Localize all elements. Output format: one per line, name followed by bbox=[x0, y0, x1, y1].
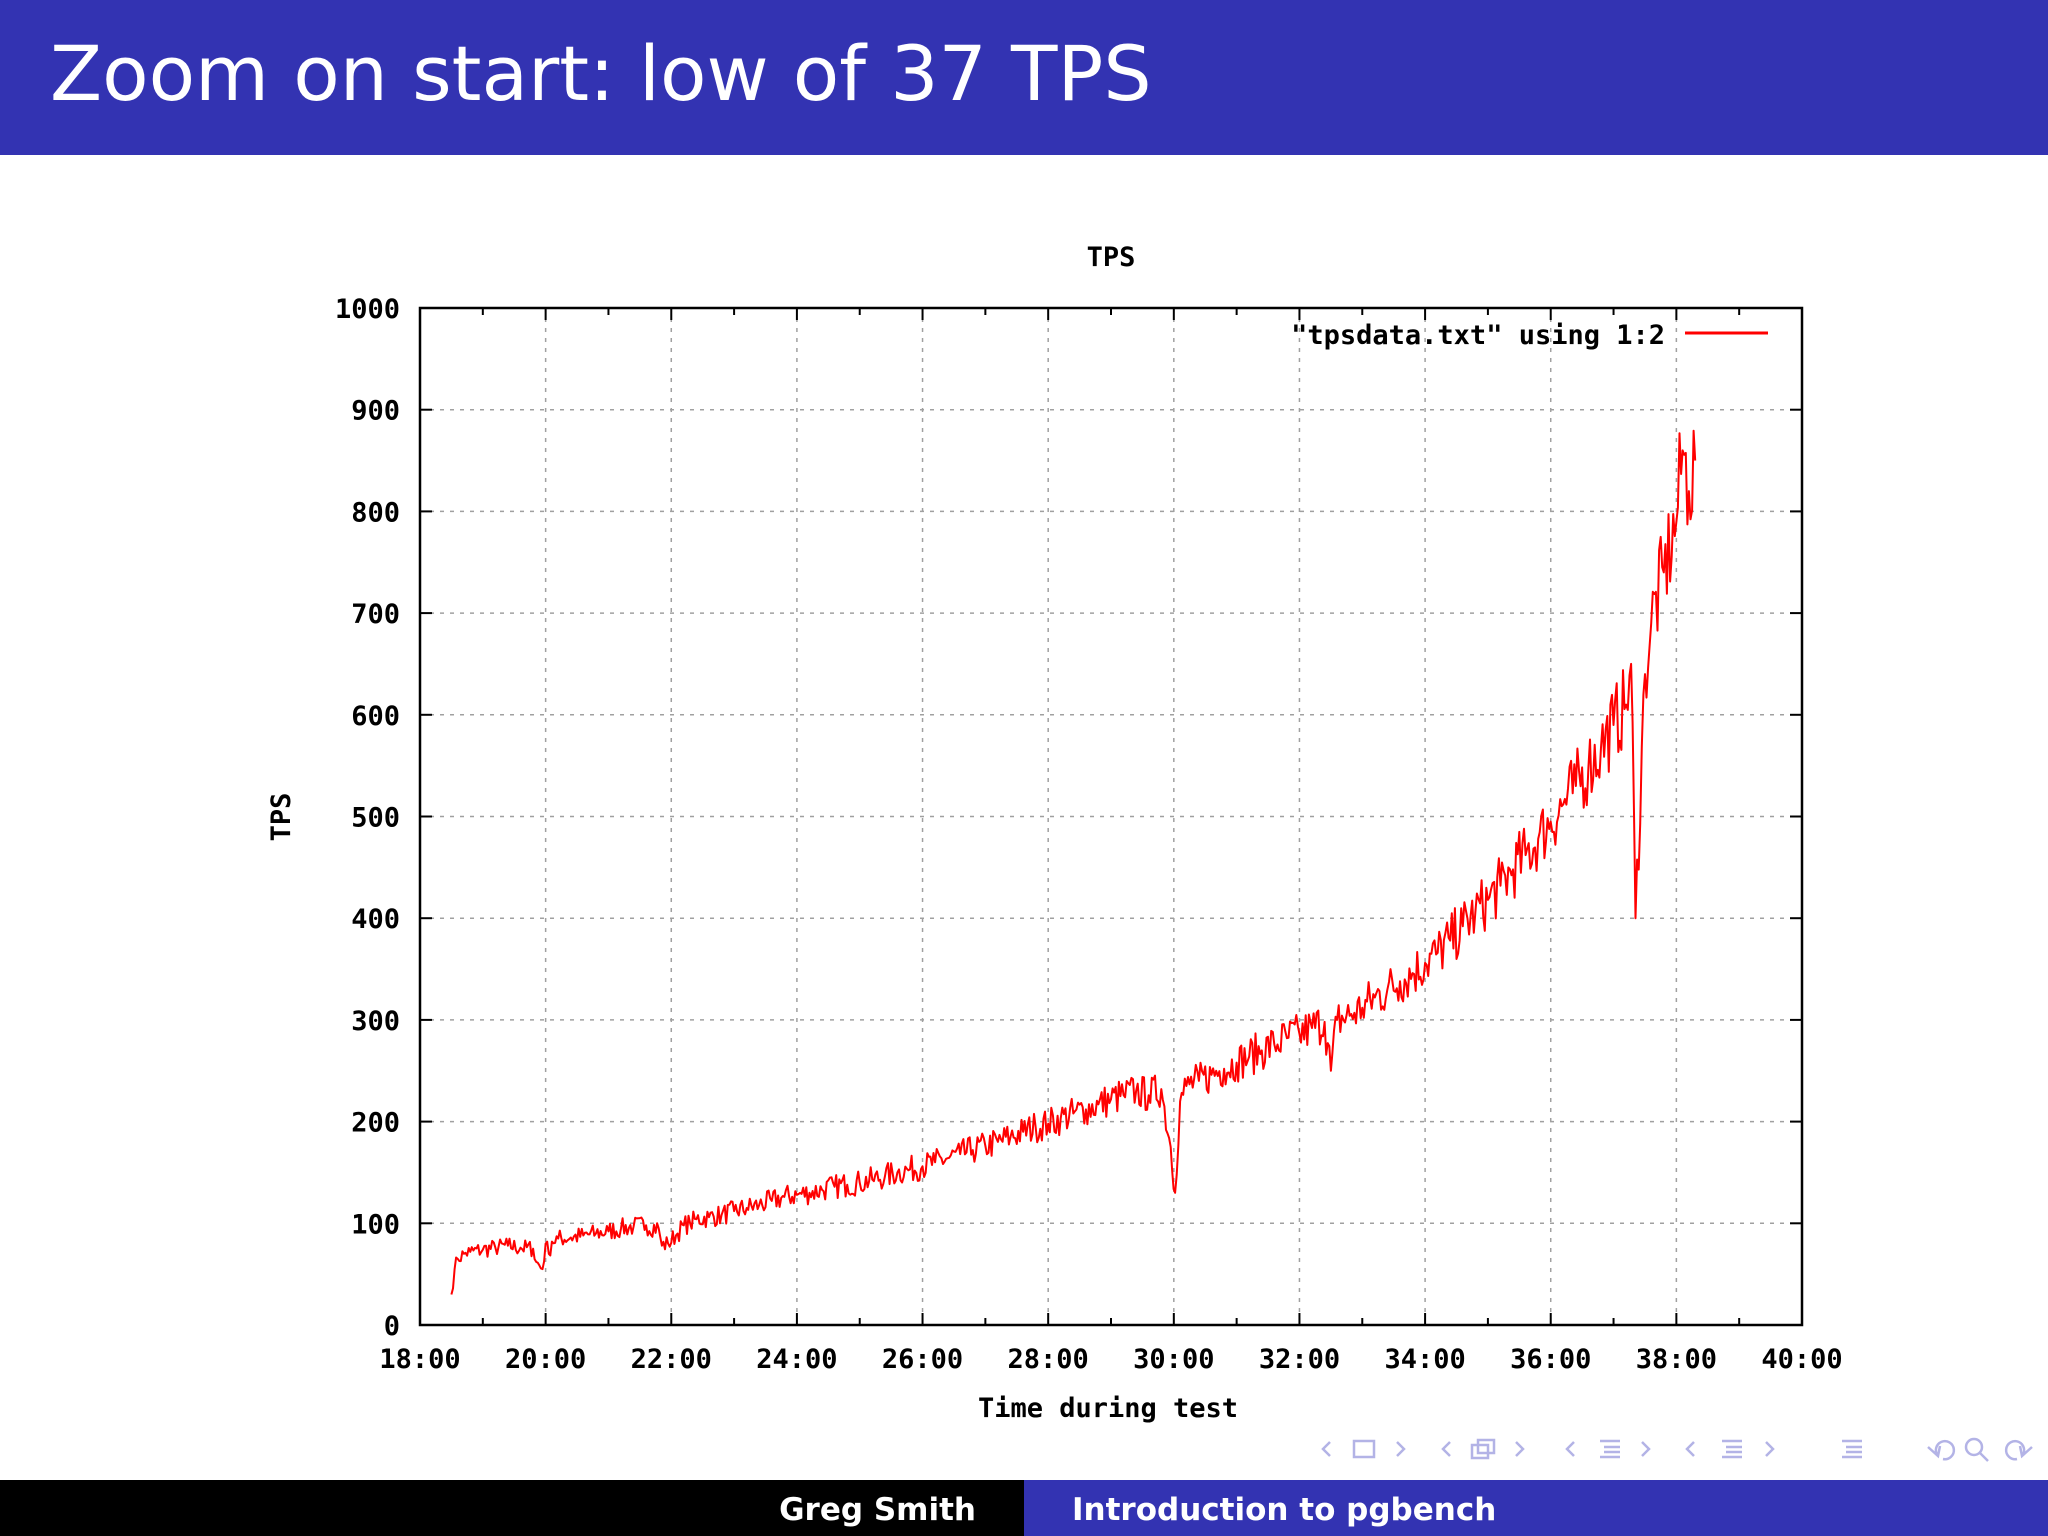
slide-title: Zoom on start: low of 37 TPS bbox=[50, 29, 1152, 118]
x-tick-label: 36:00 bbox=[1510, 1344, 1591, 1375]
x-tick-label: 20:00 bbox=[505, 1344, 586, 1375]
axis-ticks bbox=[419, 307, 1803, 1326]
frame-icon[interactable] bbox=[1352, 1439, 1376, 1459]
section-icon[interactable] bbox=[1600, 1439, 1620, 1459]
section-next-icon[interactable] bbox=[1641, 1441, 1651, 1457]
y-tick-label: 600 bbox=[351, 701, 400, 732]
footer-talk-title: Introduction to pgbench bbox=[1072, 1492, 1497, 1528]
x-tick-label: 34:00 bbox=[1384, 1344, 1465, 1375]
chart-title: TPS bbox=[1087, 242, 1136, 273]
search-icon[interactable] bbox=[1964, 1437, 1989, 1462]
title-bar: Zoom on start: low of 37 TPS bbox=[0, 0, 2048, 155]
y-tick-label: 500 bbox=[351, 803, 400, 834]
part-icon[interactable] bbox=[1722, 1439, 1742, 1459]
x-tick-label: 30:00 bbox=[1133, 1344, 1214, 1375]
y-tick-label: 400 bbox=[351, 904, 400, 935]
y-tick-label: 1000 bbox=[335, 294, 400, 325]
legend-label: "tpsdata.txt" using 1:2 bbox=[1291, 320, 1665, 351]
x-tick-label: 32:00 bbox=[1259, 1344, 1340, 1375]
frame-prev-icon[interactable] bbox=[1321, 1441, 1331, 1457]
series-layer bbox=[450, 429, 1697, 1295]
tps-chart: 18:00 20:00 22:00 24:00 26:00 28:00 30:00 32:00… bbox=[266, 242, 1843, 1424]
subsection-prev-icon[interactable] bbox=[1441, 1441, 1451, 1457]
part-next-icon[interactable] bbox=[1765, 1441, 1775, 1457]
y-tick-label: 100 bbox=[351, 1209, 400, 1240]
part-prev-icon[interactable] bbox=[1685, 1441, 1695, 1457]
redo-icon[interactable] bbox=[2004, 1440, 2033, 1461]
y-tick-label: 300 bbox=[351, 1006, 400, 1037]
x-tick-label: 40:00 bbox=[1761, 1344, 1842, 1375]
x-tick-labels: 18:00 20:00 22:00 24:00 26:00 28:00 30:00 32:00… bbox=[379, 1344, 1842, 1375]
y-tick-label: 800 bbox=[351, 497, 400, 528]
subsection-next-icon[interactable] bbox=[1515, 1441, 1525, 1457]
subsection-icon[interactable] bbox=[1470, 1438, 1496, 1460]
footer-author: Greg Smith bbox=[779, 1492, 976, 1528]
y-tick-label: 200 bbox=[351, 1108, 400, 1139]
footer-title-panel: Introduction to pgbench bbox=[1024, 1480, 2048, 1536]
x-tick-label: 18:00 bbox=[379, 1344, 460, 1375]
section-prev-icon[interactable] bbox=[1565, 1441, 1575, 1457]
x-tick-label: 28:00 bbox=[1008, 1344, 1089, 1375]
undo-icon[interactable] bbox=[1927, 1440, 1956, 1461]
y-tick-label: 900 bbox=[351, 396, 400, 427]
x-axis-label: Time during test bbox=[978, 1393, 1238, 1424]
y-tick-labels: 0 100 200 300 400 500 600 700 800 900 1000 bbox=[335, 294, 400, 1342]
series-line-tpsdata bbox=[450, 429, 1697, 1295]
y-axis-label: TPS bbox=[266, 793, 297, 842]
footer-author-panel: Greg Smith bbox=[0, 1480, 1024, 1536]
y-tick-label: 0 bbox=[384, 1311, 400, 1342]
legend: "tpsdata.txt" using 1:2 bbox=[1291, 320, 1768, 351]
x-tick-label: 38:00 bbox=[1636, 1344, 1717, 1375]
x-tick-label: 26:00 bbox=[882, 1344, 963, 1375]
x-tick-label: 22:00 bbox=[631, 1344, 712, 1375]
y-tick-label: 700 bbox=[351, 599, 400, 630]
toc-icon[interactable] bbox=[1842, 1439, 1862, 1459]
frame-next-icon[interactable] bbox=[1396, 1441, 1406, 1457]
x-tick-label: 24:00 bbox=[756, 1344, 837, 1375]
beamer-navigation bbox=[1321, 1437, 2033, 1462]
grid-lines bbox=[420, 308, 1802, 1325]
